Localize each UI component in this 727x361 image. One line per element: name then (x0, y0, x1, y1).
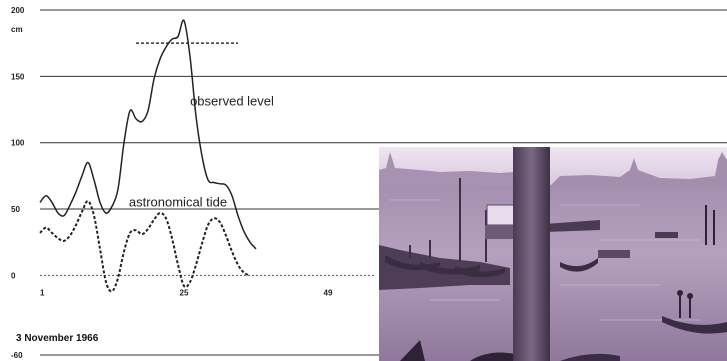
y-tick-label: 200 (11, 6, 25, 15)
x-tick-label: 1 (40, 288, 45, 297)
y-tick-label: 0 (11, 271, 16, 280)
series-line-observed-level (39, 19, 257, 250)
y-tick-label: 150 (11, 72, 25, 81)
x-tick-label: 49 (324, 288, 333, 297)
venice-flood-photo (379, 147, 727, 361)
y-axis-ticks: -60 0 50 100 150 200 (11, 6, 25, 360)
series-label-observed-level: observed level (190, 94, 274, 109)
y-axis-label: cm (11, 25, 23, 34)
y-tick-label: -60 (11, 351, 23, 360)
y-tick-label: 100 (11, 139, 25, 148)
series-labels: observed level astronomical tide (129, 94, 274, 210)
series-line-astronomical-tide (39, 200, 251, 293)
series-group (39, 19, 257, 293)
y-tick-label: 50 (11, 205, 20, 214)
x-axis-ticks: 1 25 49 (40, 288, 333, 297)
series-label-astronomical-tide: astronomical tide (129, 194, 227, 209)
date-annotation: 3 November 1966 (16, 333, 99, 344)
x-tick-label: 25 (180, 288, 189, 297)
